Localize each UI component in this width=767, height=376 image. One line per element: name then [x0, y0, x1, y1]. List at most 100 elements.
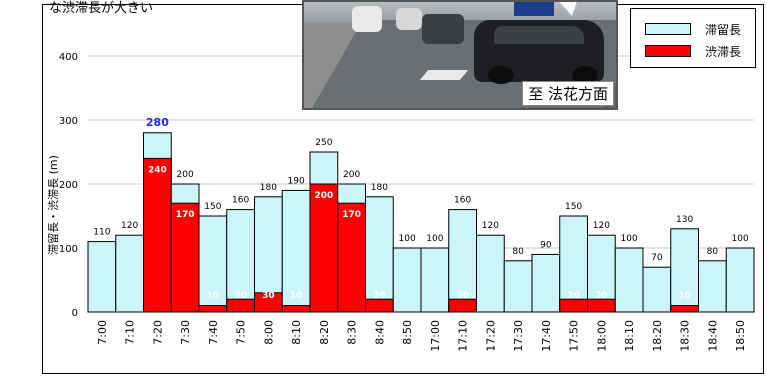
y-tick-label: 200 [59, 180, 78, 191]
x-tick-label: 8:40 [373, 320, 386, 345]
bar-queue [725, 247, 755, 313]
queue-value-label: 160 [454, 196, 471, 206]
legend-label-jam: 渋滞長 [705, 44, 742, 59]
queue-value-label: 110 [93, 228, 110, 238]
traffic-photo: 至 法花方面 [302, 0, 618, 110]
queue-value-label: 100 [732, 234, 749, 244]
peak-value-label: 280 [146, 116, 169, 129]
queue-value-label: 90 [540, 240, 552, 250]
bar-jam [309, 183, 339, 313]
legend: 滞留長 渋滞長 [630, 8, 756, 68]
y-tick-label: 100 [59, 244, 78, 255]
queue-value-label: 100 [621, 234, 638, 244]
y-tick-label: 0 [72, 308, 78, 319]
bar-queue [559, 215, 588, 313]
x-tick-label: 18:30 [679, 320, 692, 352]
legend-label-queue: 滞留長 [705, 22, 742, 37]
bar-jam [587, 298, 616, 313]
bar-jam [365, 298, 394, 313]
jam-value-label: 20 [567, 291, 580, 301]
callout-pointer [556, 2, 578, 16]
legend-swatch-jam [645, 45, 691, 57]
queue-value-label: 190 [288, 176, 305, 186]
bar-jam [281, 305, 311, 313]
value-labels: 110 120 240 280 170 200 10 150 20 160 30 180 10 190 20… [93, 116, 749, 301]
bar-queue [503, 260, 533, 313]
legend-item-jam: 渋滞長 [645, 43, 741, 59]
jam-value-label: 170 [342, 210, 361, 220]
bar-queue [698, 260, 727, 313]
x-tick-label: 7:10 [124, 320, 137, 345]
queue-value-label: 80 [707, 247, 719, 257]
road-arrow-marking [419, 70, 469, 80]
bars [87, 132, 755, 313]
black-car [474, 20, 604, 84]
jam-value-label: 20 [456, 291, 469, 301]
x-tick-label: 18:00 [595, 320, 608, 352]
bar-queue [670, 228, 699, 313]
x-tick-label: 8:30 [346, 320, 359, 345]
queue-value-label: 180 [260, 183, 277, 193]
photo-caption: 至 法花方面 [522, 81, 614, 106]
y-tick-label: 400 [59, 52, 78, 63]
x-tick-label: 8:20 [318, 320, 331, 345]
jam-value-label: 240 [148, 165, 167, 175]
queue-value-label: 120 [482, 221, 499, 231]
x-tick-label: 8:50 [401, 320, 414, 345]
queue-value-label: 130 [676, 215, 693, 225]
jam-value-label: 30 [262, 291, 275, 301]
x-tick-label: 7:00 [96, 320, 109, 345]
x-tick-label: 8:10 [290, 320, 303, 345]
x-tick-label: 8:00 [262, 320, 275, 345]
jam-value-label: 10 [290, 291, 303, 301]
bar-jam [143, 157, 172, 313]
queue-value-label: 160 [232, 196, 249, 206]
legend-item-queue: 滞留長 [645, 21, 741, 37]
jam-value-label: 10 [207, 291, 220, 301]
queue-value-label: 100 [399, 234, 416, 244]
queue-value-label: 120 [593, 221, 610, 231]
x-tick-label: 17:00 [429, 320, 442, 352]
y-axis-title: 滞留長・渋滞長 (m) [47, 155, 60, 255]
jam-value-label: 10 [678, 291, 691, 301]
queue-value-label: 70 [651, 253, 663, 263]
legend-swatch-queue [645, 23, 691, 35]
x-tick-label: 7:50 [235, 320, 248, 345]
y-tick-label: 300 [59, 116, 78, 127]
queue-value-label: 250 [315, 138, 332, 148]
queue-value-label: 180 [371, 183, 388, 193]
bar-jam [448, 298, 477, 313]
x-tick-label: 7:30 [179, 320, 192, 345]
bar-queue [392, 247, 422, 313]
bar-queue [420, 247, 450, 313]
bar-queue [476, 234, 505, 313]
bar-queue [642, 266, 672, 313]
queue-value-label: 80 [512, 247, 524, 257]
jam-value-label: 20 [234, 291, 247, 301]
x-tick-label: 17:20 [484, 320, 497, 352]
jam-value-label: 170 [176, 210, 195, 220]
bar-jam [670, 305, 699, 313]
x-tick-label: 18:10 [623, 320, 636, 352]
x-tick-label: 17:40 [540, 320, 553, 352]
x-tick-label: 18:40 [706, 320, 719, 352]
bar-jam [170, 202, 200, 313]
queue-value-label: 100 [426, 234, 443, 244]
queue-value-label: 120 [121, 221, 138, 231]
queue-value-label: 200 [177, 170, 194, 180]
x-tick-label: 17:30 [512, 320, 525, 352]
bar-queue [448, 209, 477, 313]
bar-queue [226, 209, 255, 313]
top-caption: な渋滞長が大きい [49, 1, 154, 16]
queue-value-label: 150 [204, 202, 221, 212]
bar-queue [115, 234, 144, 313]
bar-jam [198, 305, 228, 313]
queue-value-label: 200 [343, 170, 360, 180]
jam-value-label: 20 [595, 291, 608, 301]
queue-value-label: 150 [565, 202, 582, 212]
bar-queue [198, 215, 228, 313]
axes: 0 100 200 300 400 7:00 7:10 7:20 7:30 7:40 7:50 8:0… [59, 52, 754, 352]
x-tick-label: 7:40 [207, 320, 220, 345]
x-tick-label: 7:20 [151, 320, 164, 345]
